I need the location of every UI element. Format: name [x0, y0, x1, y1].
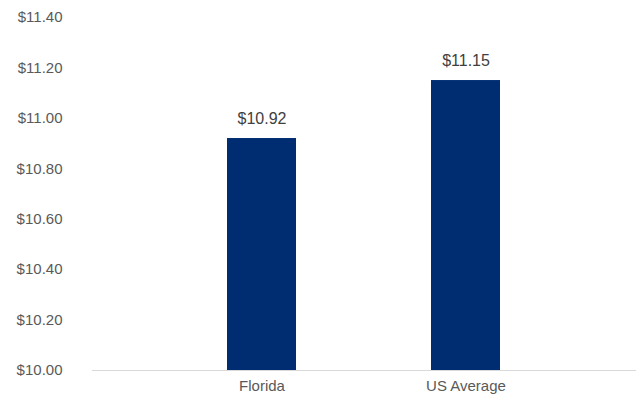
svg-text:$10.60: $10.60 — [17, 210, 63, 227]
svg-text:US Average: US Average — [426, 377, 506, 394]
svg-text:$11.15: $11.15 — [442, 52, 490, 69]
svg-text:$11.40: $11.40 — [18, 8, 63, 25]
svg-text:$10.20: $10.20 — [17, 311, 63, 328]
svg-text:$10.80: $10.80 — [17, 160, 63, 177]
svg-text:$10.00: $10.00 — [17, 361, 63, 378]
svg-text:Florida: Florida — [239, 377, 286, 394]
svg-text:$10.92: $10.92 — [238, 110, 287, 127]
svg-text:$10.40: $10.40 — [17, 260, 63, 277]
svg-text:$11.20: $11.20 — [18, 59, 63, 76]
svg-text:$11.00: $11.00 — [18, 109, 63, 126]
